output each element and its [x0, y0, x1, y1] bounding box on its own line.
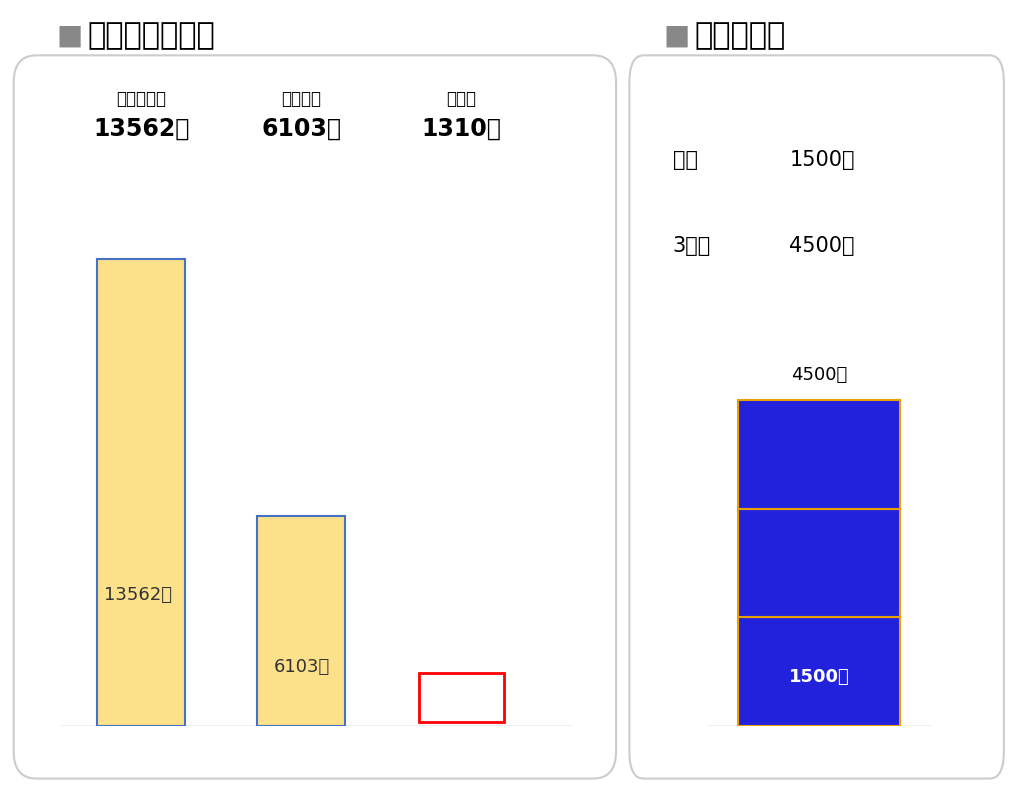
Text: ■: ■ [56, 22, 83, 50]
Bar [257, 516, 345, 726]
Text: 時給: 時給 [673, 149, 697, 170]
Text: 4500円: 4500円 [790, 235, 855, 256]
Text: 控除額: 控除額 [446, 90, 476, 108]
Text: 基本日額: 基本日額 [282, 90, 322, 108]
Text: 1310円: 1310円 [422, 117, 502, 140]
Text: 個人の基本情報: 個人の基本情報 [87, 22, 215, 50]
Text: 4500円: 4500円 [792, 365, 847, 384]
FancyBboxPatch shape [419, 673, 504, 722]
Text: 1500円: 1500円 [790, 149, 855, 170]
Text: 13562円: 13562円 [104, 587, 172, 604]
Text: 6103円: 6103円 [273, 658, 330, 676]
Text: 前職の賃金: 前職の賃金 [117, 90, 167, 108]
FancyBboxPatch shape [630, 55, 1004, 779]
Bar [738, 508, 900, 618]
Bar [97, 259, 185, 726]
Bar [738, 400, 900, 508]
Text: -1310円: -1310円 [425, 688, 499, 707]
Text: アルバイト: アルバイト [694, 22, 785, 50]
Text: 13562円: 13562円 [93, 117, 189, 140]
Text: 3時間: 3時間 [673, 235, 711, 256]
Text: 1500円: 1500円 [788, 668, 850, 686]
Text: 6103円: 6103円 [261, 117, 341, 140]
FancyBboxPatch shape [13, 55, 616, 779]
Bar [738, 618, 900, 726]
Text: ■: ■ [664, 22, 690, 50]
